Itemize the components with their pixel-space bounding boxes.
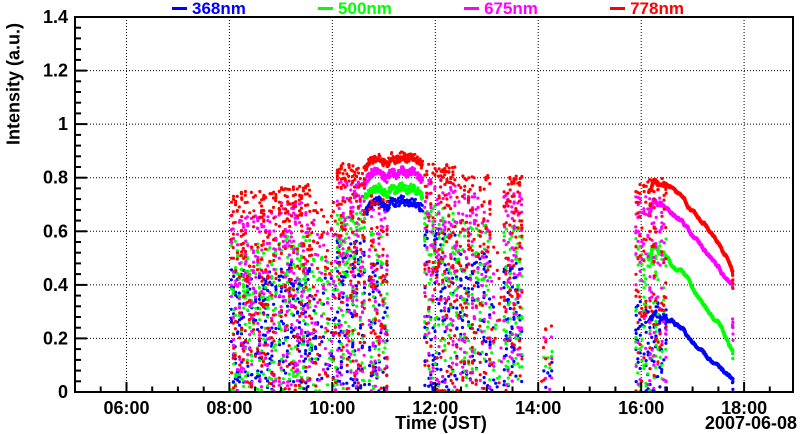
legend-color-dash: [172, 7, 187, 10]
x-axis-tick-labels: 06:00 08:00 10:00 12:00 14:00 16:00 18:00: [103, 398, 767, 418]
gridlines: [75, 17, 793, 392]
legend-label: 675nm: [484, 0, 538, 18]
y-axis-ticks: [75, 16, 87, 383]
legend: 368nm 500nm 675nm 778nm: [172, 0, 684, 17]
plot-frame: [74, 16, 794, 393]
series-778nm: [229, 150, 735, 393]
x-axis-ticks: [99, 382, 771, 392]
date-annotation: 2007-06-08: [704, 413, 797, 433]
legend-color-dash: [464, 7, 480, 10]
legend-item-675nm: 675nm: [464, 0, 538, 17]
legend-label: 368nm: [192, 0, 246, 18]
legend-color-dash: [610, 7, 626, 10]
legend-item-500nm: 500nm: [318, 0, 392, 17]
legend-label: 500nm: [338, 0, 392, 18]
y-axis-tick-labels: 00.20.40.60.811.21.4: [43, 7, 68, 402]
legend-color-dash: [318, 7, 334, 10]
legend-item-778nm: 778nm: [610, 0, 684, 17]
legend-item-368nm: 368nm: [172, 0, 246, 17]
legend-label: 778nm: [630, 0, 684, 18]
x-axis-title: Time (JST): [395, 413, 487, 433]
